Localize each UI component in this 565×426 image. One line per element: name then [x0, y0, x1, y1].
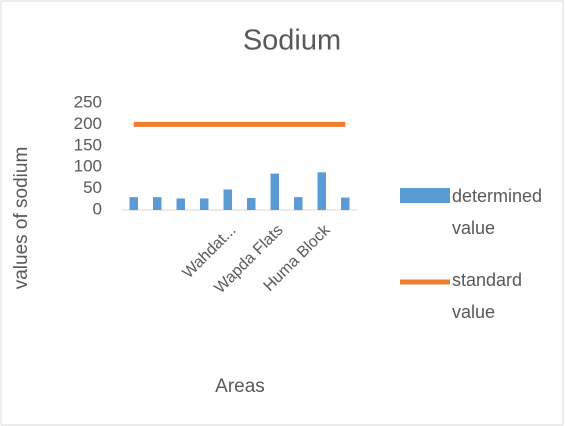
y-tick-label: 250: [74, 92, 102, 111]
bar: [247, 198, 256, 210]
y-tick-label: 50: [83, 178, 102, 197]
bar: [153, 197, 162, 210]
x-axis-title: Areas: [215, 376, 265, 397]
bar: [317, 172, 326, 210]
legend-key: [400, 188, 450, 203]
chart-title: Sodium: [243, 25, 341, 57]
bar: [341, 197, 350, 210]
y-tick-label: 100: [74, 157, 102, 176]
bar: [129, 197, 138, 210]
y-tick-label: 150: [74, 135, 102, 154]
y-axis-title: values of sodium: [11, 147, 32, 290]
bar: [176, 198, 185, 210]
legend-label: standard value: [452, 270, 523, 322]
bar: [294, 197, 303, 210]
bar: [270, 173, 279, 210]
bar: [200, 198, 209, 210]
y-tick-label: 0: [93, 199, 102, 218]
y-tick-label: 200: [74, 114, 102, 133]
bar: [223, 189, 232, 210]
legend-label: determined value: [452, 186, 543, 238]
